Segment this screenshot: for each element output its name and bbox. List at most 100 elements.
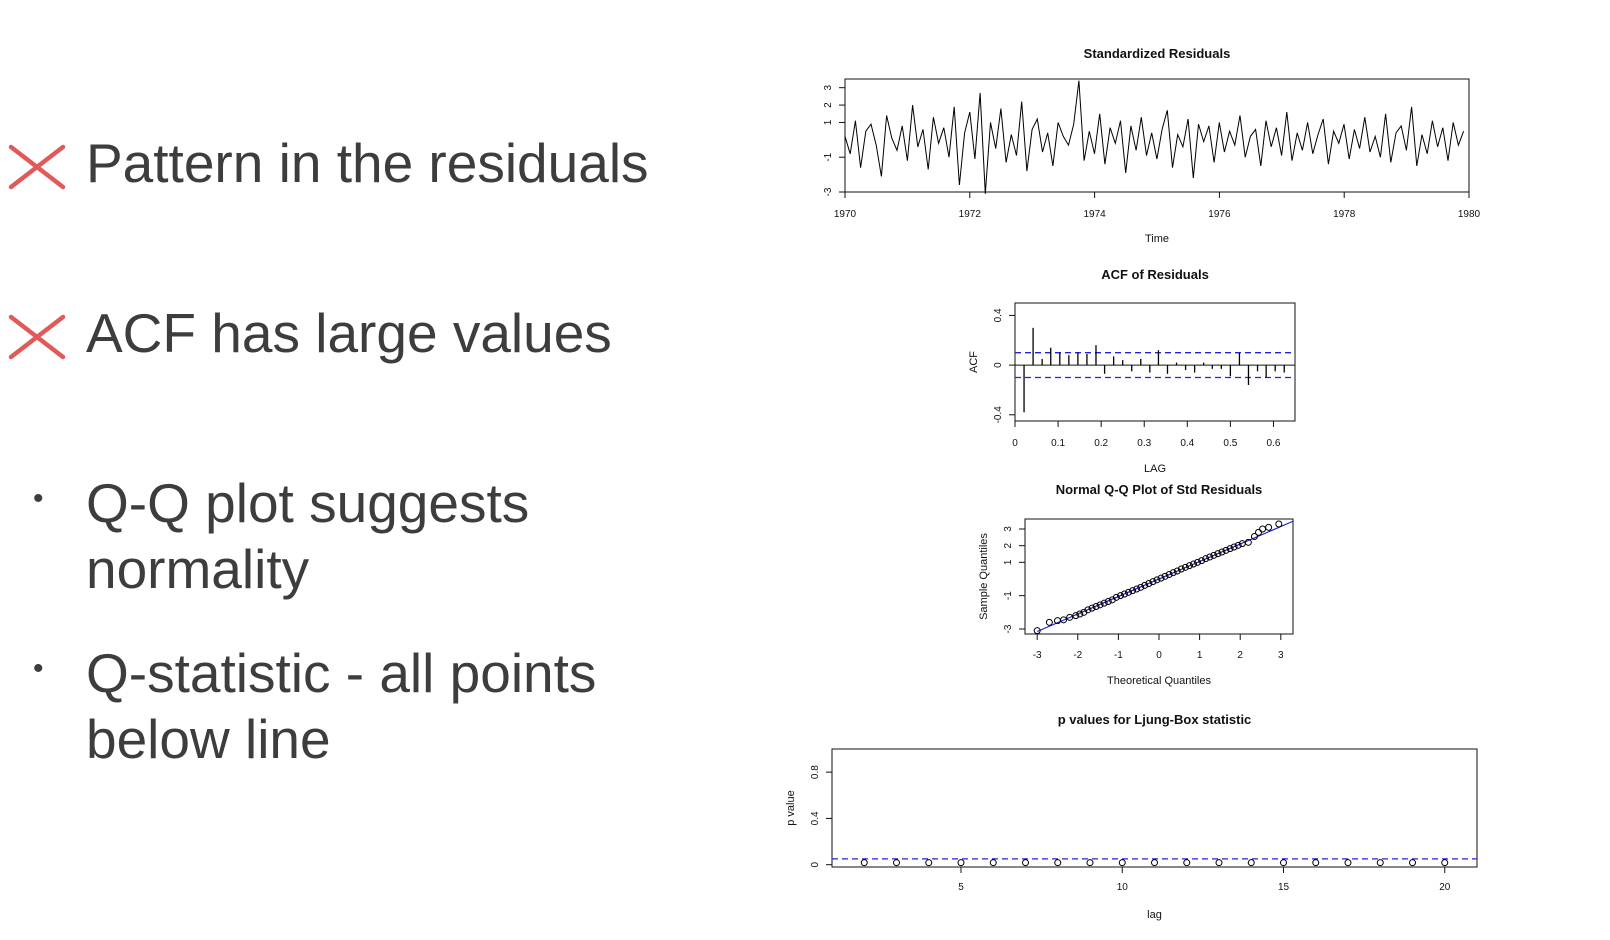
x-tick-label: 20 [1439, 882, 1451, 893]
qq-point [1072, 612, 1080, 620]
x-tick-label: 1978 [1333, 209, 1356, 220]
bullet-text: Q-Q plot suggests normality [86, 472, 530, 600]
y-tick-label: 1 [1003, 559, 1014, 565]
pvalue-point [1022, 859, 1029, 867]
qq-point [1120, 590, 1128, 598]
pvalue-point [1118, 859, 1126, 867]
qq-point [1226, 545, 1234, 553]
x-axis-label: Theoretical Quantiles [1107, 675, 1211, 687]
qq-point [1137, 583, 1145, 591]
y-tick-label: -3 [823, 187, 834, 196]
qq-point [1244, 538, 1252, 546]
qq-point [1254, 528, 1262, 536]
qq-point [1157, 574, 1165, 582]
pvalue-point [1312, 859, 1320, 867]
qq-point [1129, 587, 1137, 595]
x-tick-label: 0.5 [1223, 438, 1237, 449]
qq-point [1218, 548, 1226, 556]
y-tick-label: 2 [1003, 542, 1014, 548]
qq-point [1250, 533, 1258, 540]
x-tick-label: 0.1 [1051, 438, 1065, 449]
pvalue-point [925, 859, 933, 867]
x-tick-label: 15 [1278, 882, 1290, 893]
y-axis-label: ACF [968, 351, 980, 373]
chart-title: Standardized Residuals [1084, 46, 1231, 61]
y-tick-label: 1 [823, 119, 834, 125]
bullet-dot-icon: • [33, 652, 44, 685]
qq-point [1133, 585, 1141, 593]
x-tick-label: 1972 [959, 209, 982, 220]
y-tick-label: 0.4 [810, 811, 821, 825]
qq-point [1173, 567, 1181, 575]
qq-point [1185, 562, 1193, 570]
pvalue-point [1376, 859, 1384, 867]
qq-point [1096, 601, 1104, 609]
y-tick-label: -1 [823, 152, 834, 161]
y-tick-label: -0.4 [993, 406, 1004, 424]
bullet-text: ACF has large values [86, 302, 612, 364]
y-tick-label: -3 [1003, 624, 1014, 633]
x-tick-label: 0.6 [1267, 438, 1281, 449]
pvalue-point [1086, 859, 1094, 867]
qq-point [1092, 603, 1100, 610]
x-tick-label: -1 [1114, 650, 1123, 661]
plot-frame [1014, 302, 1296, 422]
qq-point [1210, 551, 1218, 559]
pvalue-point [1409, 859, 1416, 867]
qq-point [1153, 576, 1161, 584]
y-tick-label: 3 [823, 84, 834, 90]
qq-point [1149, 578, 1157, 586]
qq-point [1165, 571, 1173, 578]
qq-point [1060, 616, 1068, 624]
x-axis-label: lag [1147, 909, 1162, 921]
qq-point [1088, 604, 1096, 612]
y-axis-label: p value [785, 790, 797, 825]
cross-icon [8, 144, 66, 190]
qq-point [1112, 593, 1120, 601]
pvalue-point [1054, 859, 1062, 867]
qq-point [1169, 569, 1177, 577]
x-tick-label: 2 [1237, 650, 1243, 661]
x-axis-label: Time [1145, 233, 1169, 245]
qq-point [1066, 613, 1074, 621]
y-tick-label: 0 [810, 861, 821, 867]
pvalue-point [1280, 859, 1287, 867]
plot-frame [844, 78, 1470, 193]
qq-point [1104, 598, 1112, 605]
x-tick-label: 3 [1278, 650, 1284, 661]
qq-point [1045, 618, 1053, 626]
chart-title: p values for Ljung-Box statistic [1058, 712, 1252, 727]
qq-point [1190, 560, 1198, 568]
x-tick-label: 10 [1117, 882, 1129, 893]
qq-point [1265, 523, 1273, 531]
qq-point [1275, 520, 1283, 528]
qq-point [1125, 588, 1133, 596]
chart-title: ACF of Residuals [1101, 267, 1209, 282]
qq-point [1222, 546, 1230, 554]
qq-point [1198, 557, 1206, 565]
qq-point [1116, 592, 1124, 600]
qq-point [1206, 553, 1214, 561]
x-tick-label: 0.3 [1137, 438, 1151, 449]
pvalue-point [1344, 859, 1352, 867]
x-tick-label: 1970 [834, 209, 857, 220]
pvalue-point [957, 859, 965, 867]
pvalue-point [1247, 859, 1255, 867]
pvalue-point [1183, 859, 1191, 867]
x-axis-label: LAG [1144, 463, 1166, 475]
bullet-dot-icon: • [33, 482, 44, 515]
bullet-text: Q-statistic - all points below line [86, 642, 597, 770]
qq-point [1033, 627, 1041, 635]
qq-point [1259, 525, 1267, 533]
x-tick-label: 0.2 [1094, 438, 1108, 449]
x-tick-label: 1976 [1208, 209, 1231, 220]
qq-point [1100, 599, 1108, 607]
cross-icon [8, 314, 66, 360]
qq-point [1194, 558, 1202, 566]
x-tick-label: -2 [1073, 650, 1082, 661]
y-tick-label: 3 [1003, 526, 1014, 532]
qq-point [1181, 563, 1189, 571]
chart-title: Normal Q-Q Plot of Std Residuals [1056, 482, 1263, 497]
qq-point [1141, 581, 1149, 589]
